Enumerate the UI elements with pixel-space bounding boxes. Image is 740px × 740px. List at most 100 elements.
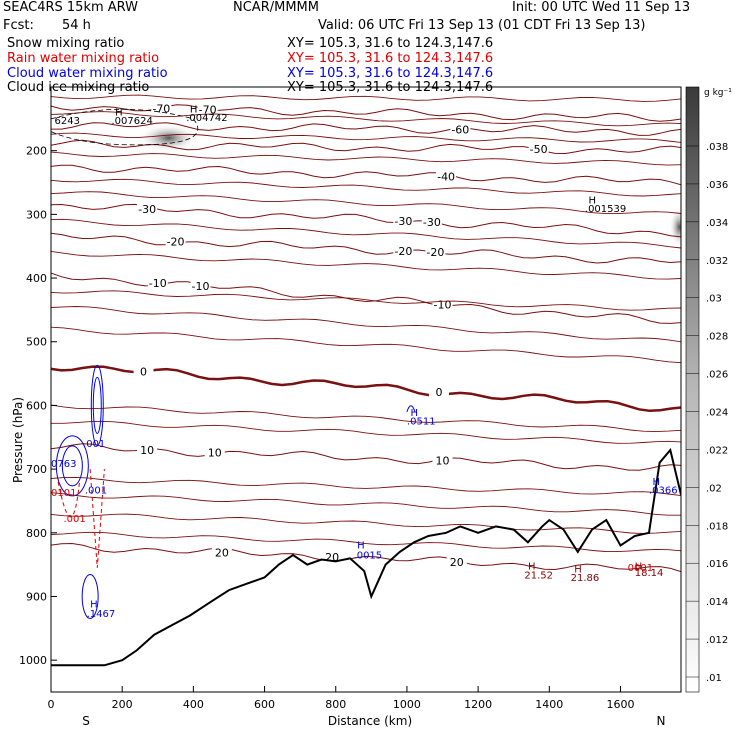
contour-annotation: .0366 — [649, 485, 678, 496]
rain-contour — [89, 469, 105, 568]
y-tick-label: 900 — [26, 590, 47, 603]
colorbar-label: .016 — [706, 559, 728, 570]
isotherm-label-bg — [204, 446, 225, 458]
y-tick-label: 800 — [26, 527, 47, 540]
model-title: SEAC4RS 15km ARW — [3, 0, 139, 15]
colorbar-label: .01 — [706, 673, 722, 684]
isotherm-label: -10 — [434, 299, 452, 312]
colorbar-label: .022 — [706, 445, 728, 456]
x-axis-label: Distance (km) — [328, 714, 412, 728]
x-tick-label: 200 — [112, 698, 133, 711]
y-axis-label: Pressure (hPa) — [11, 397, 25, 483]
isotherm-label-bg — [432, 454, 453, 466]
isotherm-label: 10 — [208, 447, 222, 460]
cloud-ice-blob — [669, 207, 681, 248]
isotherm-label-bg — [151, 102, 172, 114]
x-tick-label: 800 — [325, 698, 346, 711]
isotherm-label-bg — [211, 546, 232, 558]
x-tick-label: 1000 — [393, 698, 421, 711]
contour-annotation: H — [653, 477, 661, 488]
isotherm-label: 0 — [140, 366, 147, 379]
legend-snow-xy: XY= 105.3, 31.6 to 124.3,147.6 — [287, 36, 494, 51]
isotherm-label-bg — [446, 555, 467, 567]
cloud-water-contour — [61, 445, 83, 487]
colorbar-label: .028 — [706, 332, 728, 343]
contour-annotation: H — [190, 104, 198, 115]
isotherm-line — [51, 542, 681, 573]
isotherm-line — [51, 404, 681, 433]
y-tick-label: 200 — [26, 145, 47, 158]
y-tick-label: 300 — [26, 208, 47, 221]
isotherm-label: -30 — [138, 203, 156, 216]
colorbar-label: .032 — [706, 256, 728, 267]
contour-annotation: .007624 — [112, 116, 153, 127]
isotherm-label: 20 — [215, 546, 229, 559]
contour-annotation: H — [528, 562, 536, 573]
y-tick-label: 400 — [26, 272, 47, 285]
colorbar-label: .024 — [706, 408, 728, 419]
isotherm-line — [51, 164, 681, 186]
y-tick-label: 700 — [26, 463, 47, 476]
colorbar-label: .014 — [706, 597, 728, 608]
isotherm-label: 10 — [436, 455, 450, 468]
contour-annotation: .001539 — [585, 204, 626, 215]
isotherm-line — [51, 420, 681, 444]
isotherm-line — [51, 178, 681, 197]
isotherm-line — [51, 476, 681, 497]
isotherm-label: 10 — [140, 444, 154, 457]
isotherm-label: -70 — [199, 103, 217, 116]
cloud-water-contour — [90, 364, 104, 446]
colorbar-label: .036 — [706, 180, 728, 191]
isotherm-label-bg — [190, 280, 211, 292]
isotherm-label-bg — [393, 214, 414, 226]
legend-cloudwater-xy: XY= 105.3, 31.6 to 124.3,147.6 — [287, 66, 494, 81]
isotherm-line — [51, 94, 681, 102]
org-label: NCAR/MMMM — [233, 0, 319, 15]
north-label: N — [657, 714, 666, 728]
isotherm-line — [51, 151, 681, 166]
x-tick-label: 400 — [183, 698, 204, 711]
isotherm-line — [51, 111, 681, 127]
isotherm-line — [51, 250, 681, 280]
colorbar-label: .018 — [706, 521, 728, 532]
contour-annotation: H — [410, 408, 418, 419]
isotherm-label-bg — [137, 203, 158, 215]
contour-annotation: .004742 — [186, 113, 227, 124]
cloud-water-contour — [92, 376, 102, 434]
y-tick-label: 600 — [26, 399, 47, 412]
isotherm-label: -20 — [167, 236, 185, 249]
contour-annotation: .001 — [63, 514, 85, 525]
isotherm-label-bg — [165, 235, 186, 247]
terrain-line — [51, 447, 681, 667]
colorbar-label: .03 — [706, 294, 722, 305]
contour-annotation: .001 — [85, 485, 107, 496]
x-tick-label: 1600 — [606, 698, 634, 711]
fcst-value: 54 h — [62, 18, 91, 33]
isotherm-label-bg — [133, 365, 154, 377]
colorbar-unit: g kg⁻¹ — [704, 88, 732, 98]
contour-annotation: 0763 — [51, 459, 76, 470]
isotherm-label: -70 — [152, 102, 170, 115]
contour-annotation: 6243 — [55, 116, 80, 127]
legend-cloudwater-name: Cloud water mixing ratio — [7, 66, 168, 81]
isotherm-line — [51, 132, 681, 143]
contour-annotation: 21.86 — [571, 573, 600, 584]
isotherm-label: -30 — [423, 216, 441, 229]
isotherm-label: -10 — [192, 280, 210, 293]
contour-annotation: H — [635, 562, 643, 573]
y-tick-label: 500 — [26, 336, 47, 349]
isotherm-line — [51, 326, 681, 364]
contour-annotation: 18.14 — [635, 568, 664, 579]
contour-annotation: H — [115, 108, 123, 119]
isotherm-label-bg — [147, 276, 168, 288]
init-time: Init: 00 UTC Wed 11 Sep 13 — [512, 0, 691, 15]
contour-annotation: H — [357, 541, 365, 552]
cloud-water-contour — [406, 405, 416, 412]
isotherm-label: -60 — [451, 123, 469, 136]
x-tick-label: 1400 — [535, 698, 563, 711]
contour-annotation: 21.52 — [524, 571, 553, 582]
isotherm-label: -50 — [530, 143, 548, 156]
colorbar — [685, 86, 700, 693]
legend-rain-name: Rain water mixing ratio — [7, 51, 160, 66]
